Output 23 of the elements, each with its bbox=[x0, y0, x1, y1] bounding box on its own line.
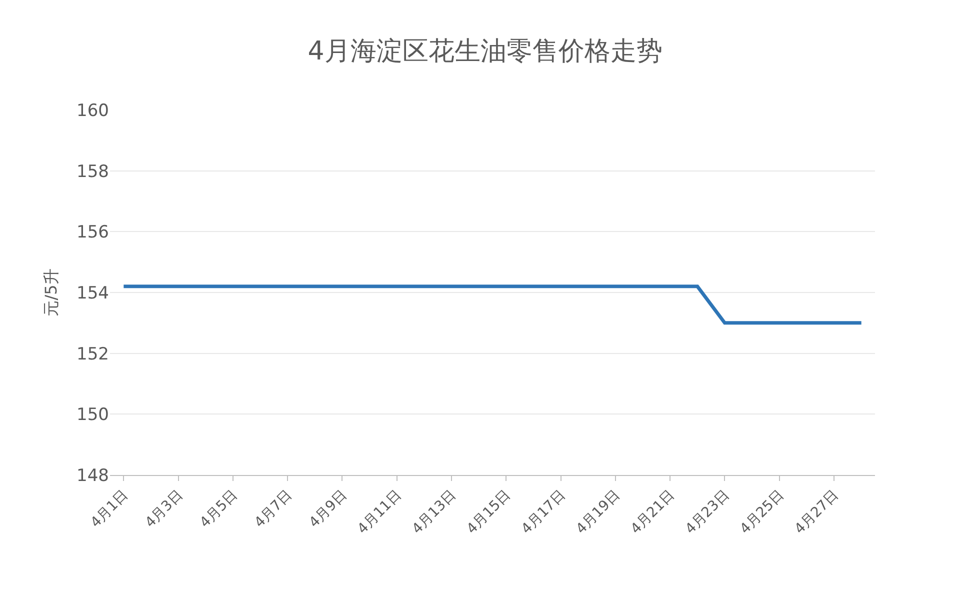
x-tick-label: 4月1日 bbox=[88, 487, 132, 531]
x-tick-label: 4月13日 bbox=[409, 487, 460, 538]
chart-title: 4月海淀区花生油零售价格走势 bbox=[308, 36, 662, 66]
x-tick-label: 4月9日 bbox=[306, 487, 350, 531]
y-tick-label: 156 bbox=[76, 222, 109, 243]
y-tick-label: 150 bbox=[76, 405, 109, 426]
x-tick-label: 4月23日 bbox=[682, 487, 733, 538]
x-tick-label: 4月25日 bbox=[737, 487, 788, 538]
y-axis-title: 元/5升 bbox=[41, 268, 60, 316]
x-tick-label: 4月11日 bbox=[354, 487, 405, 538]
x-tick-label: 4月7日 bbox=[252, 487, 296, 531]
x-tick-label: 4月17日 bbox=[518, 487, 569, 538]
x-tick-label: 4月3日 bbox=[142, 487, 186, 531]
y-tick-label: 154 bbox=[76, 283, 109, 304]
y-tick-label: 158 bbox=[76, 162, 109, 182]
y-tick-label: 152 bbox=[76, 344, 109, 364]
x-tick-label: 4月21日 bbox=[628, 487, 678, 538]
y-tick-label: 148 bbox=[76, 466, 109, 486]
x-tick-label: 4月15日 bbox=[464, 487, 514, 538]
x-tick-label: 4月27日 bbox=[792, 487, 842, 538]
y-tick-label: 160 bbox=[76, 100, 109, 121]
x-tick-label: 4月19日 bbox=[573, 487, 624, 538]
x-tick-label: 4月5日 bbox=[197, 487, 241, 531]
